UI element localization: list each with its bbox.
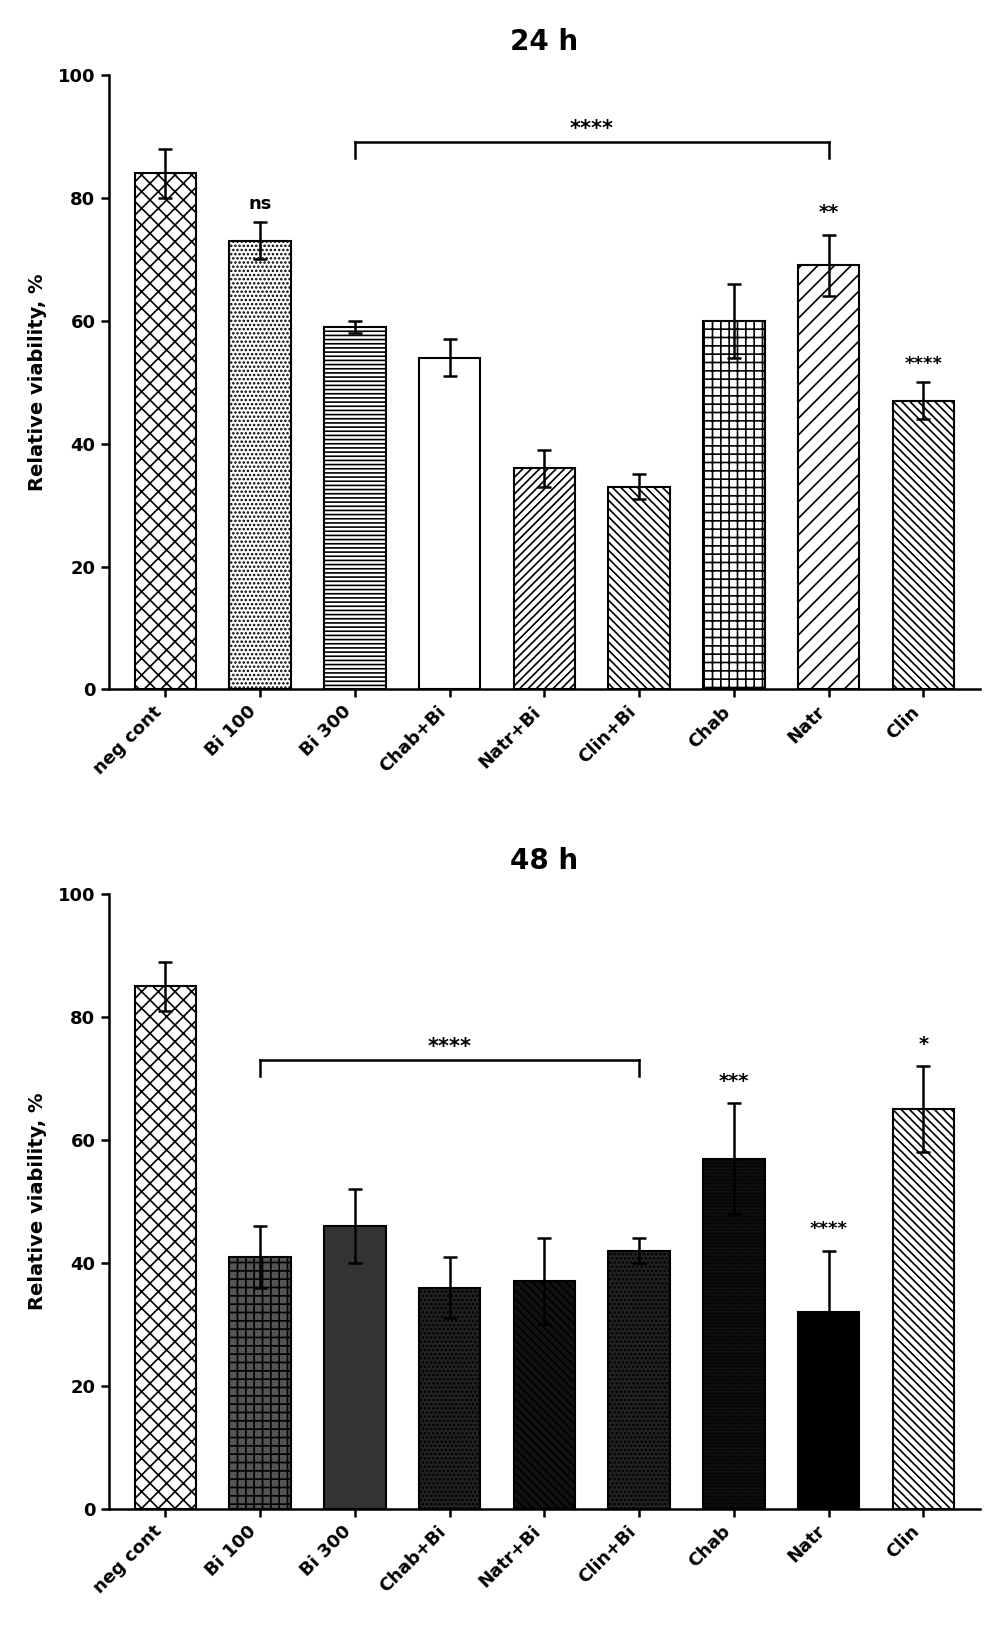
Title: 24 h: 24 h (510, 28, 579, 55)
Bar (325, 327, 386, 689)
Bar (419, 358, 481, 689)
Bar (798, 1313, 860, 1510)
Bar (135, 986, 197, 1510)
Bar (230, 1256, 291, 1510)
Bar (230, 240, 291, 689)
Bar (419, 1287, 481, 1510)
Y-axis label: Relative viability, %: Relative viability, % (28, 273, 46, 491)
Bar (704, 320, 765, 689)
Y-axis label: Relative viability, %: Relative viability, % (28, 1092, 46, 1310)
Bar (514, 1282, 576, 1510)
Bar (893, 1110, 955, 1510)
Text: **: ** (818, 203, 839, 223)
Bar (514, 468, 576, 689)
Text: ****: **** (427, 1037, 472, 1058)
Bar (135, 174, 197, 689)
Text: ****: **** (570, 119, 614, 140)
Bar (704, 1159, 765, 1510)
Text: ****: **** (809, 1220, 848, 1238)
Bar (325, 1227, 386, 1510)
Bar (609, 1251, 670, 1510)
Bar (893, 400, 955, 689)
Text: *: * (918, 1035, 928, 1055)
Text: ****: **** (904, 354, 942, 372)
Text: ns: ns (249, 195, 272, 213)
Text: ***: *** (719, 1072, 749, 1090)
Title: 48 h: 48 h (510, 847, 579, 876)
Bar (798, 265, 860, 689)
Bar (609, 486, 670, 689)
